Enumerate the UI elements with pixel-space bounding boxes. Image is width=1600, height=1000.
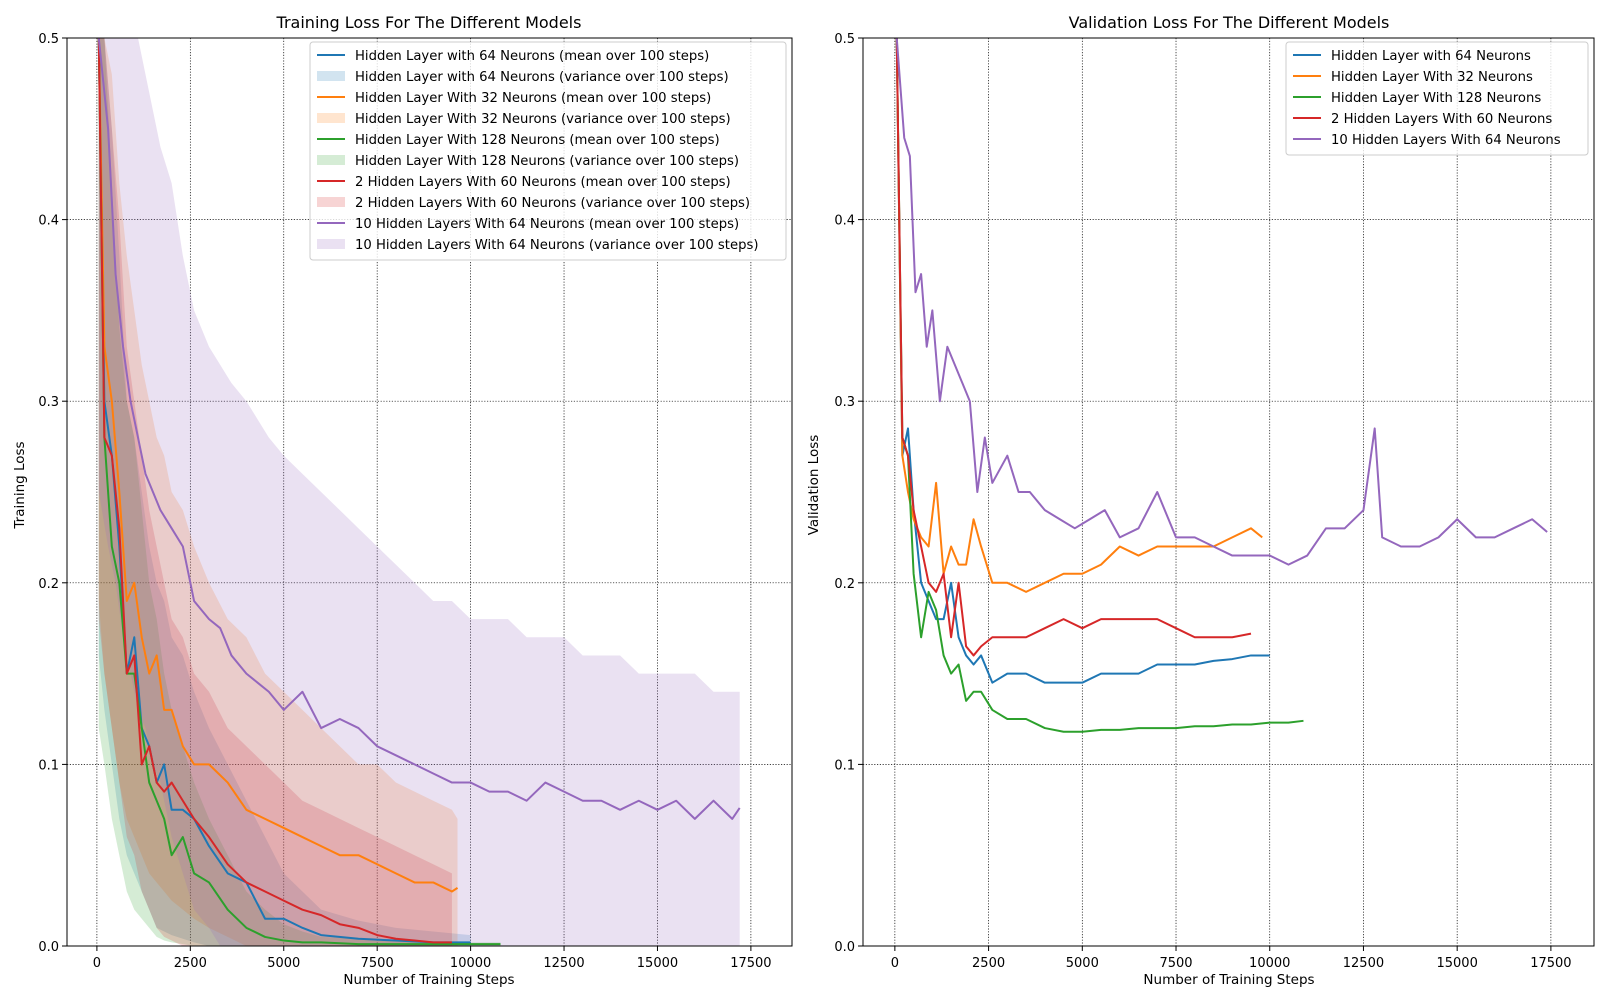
legend-label: Hidden Layer With 32 Neurons (variance o… bbox=[355, 112, 731, 127]
y-tick-label: 0.3 bbox=[834, 395, 855, 410]
legend-label: 2 Hidden Layers With 60 Neurons bbox=[1331, 112, 1552, 127]
mean-lines bbox=[895, 38, 1548, 733]
y-axis-label: Training Loss bbox=[12, 441, 28, 529]
x-tick-label: 0 bbox=[93, 956, 101, 971]
legend-band-swatch bbox=[317, 239, 345, 249]
y-tick-label: 0.1 bbox=[38, 758, 59, 773]
x-tick-label: 17500 bbox=[730, 956, 771, 971]
y-ticks: 0.0 0.1 0.2 0.3 0.4 0.5 bbox=[38, 32, 67, 955]
series-line bbox=[895, 38, 1304, 733]
legend: Hidden Layer with 64 Neurons (mean over … bbox=[309, 41, 787, 261]
y-tick-label: 0.2 bbox=[834, 577, 855, 592]
mean-lines bbox=[97, 38, 741, 946]
y-tick-label: 0.0 bbox=[834, 940, 855, 955]
variance-bands bbox=[98, 38, 740, 946]
series-line bbox=[97, 38, 452, 944]
variance-band bbox=[98, 38, 458, 946]
legend-band-swatch bbox=[317, 155, 345, 165]
y-ticks: 0.0 0.1 0.2 0.3 0.4 0.5 bbox=[834, 32, 863, 955]
x-tick-label: 12500 bbox=[543, 956, 584, 971]
x-ticks: 0 2500 5000 7500 10000 12500 15000 17500 bbox=[891, 946, 1572, 971]
x-axis-label: Number of Training Steps bbox=[343, 972, 514, 988]
y-tick-label: 0.2 bbox=[38, 577, 59, 592]
x-tick-label: 5000 bbox=[1066, 956, 1099, 971]
legend-label: 2 Hidden Layers With 60 Neurons (varianc… bbox=[355, 196, 750, 211]
x-tick-label: 0 bbox=[891, 956, 899, 971]
legend-label: 10 Hidden Layers With 64 Neurons bbox=[1331, 133, 1561, 148]
x-tick-label: 15000 bbox=[1436, 956, 1477, 971]
legend: Hidden Layer with 64 Neurons Hidden Layer… bbox=[1285, 41, 1589, 156]
legend-band-swatch bbox=[317, 113, 345, 123]
series-line bbox=[97, 38, 459, 893]
legend-label: Hidden Layer with 64 Neurons (mean over … bbox=[355, 49, 709, 64]
y-tick-label: 0.5 bbox=[38, 32, 59, 47]
legend-label: 10 Hidden Layers With 64 Neurons (varian… bbox=[355, 238, 758, 253]
series-line bbox=[895, 38, 1263, 593]
series-line bbox=[97, 38, 741, 820]
legend-box bbox=[1285, 41, 1589, 156]
x-tick-label: 7500 bbox=[361, 956, 394, 971]
variance-band bbox=[98, 38, 471, 946]
validation-loss-chart: Validation Loss For The Different Models… bbox=[806, 13, 1595, 988]
x-tick-label: 10000 bbox=[450, 956, 491, 971]
legend-label: Hidden Layer with 64 Neurons bbox=[1331, 49, 1531, 64]
legend-label: Hidden Layer with 64 Neurons (variance o… bbox=[355, 70, 729, 85]
series-line bbox=[895, 38, 1270, 684]
y-tick-label: 0.1 bbox=[834, 758, 855, 773]
x-ticks: 0 2500 5000 7500 10000 12500 15000 17500 bbox=[93, 946, 772, 971]
training-loss-chart: Training Loss For The Different Models N… bbox=[12, 13, 793, 988]
y-tick-label: 0.4 bbox=[38, 214, 59, 229]
legend-label: Hidden Layer With 128 Neurons bbox=[1331, 91, 1541, 106]
x-tick-label: 17500 bbox=[1530, 956, 1571, 971]
legend-band-swatch bbox=[317, 197, 345, 207]
chart-title: Training Loss For The Different Models bbox=[276, 13, 582, 32]
x-tick-label: 7500 bbox=[1159, 956, 1192, 971]
variance-band bbox=[98, 38, 452, 946]
x-tick-label: 10000 bbox=[1249, 956, 1290, 971]
chart-title: Validation Loss For The Different Models bbox=[1069, 13, 1390, 32]
series-line bbox=[895, 38, 1548, 566]
x-tick-label: 12500 bbox=[1343, 956, 1384, 971]
grid-lines bbox=[863, 37, 1594, 947]
legend-label: Hidden Layer With 128 Neurons (mean over… bbox=[355, 133, 720, 148]
legend-label: Hidden Layer With 32 Neurons (mean over … bbox=[355, 91, 711, 106]
plot-frame bbox=[66, 37, 793, 947]
legend-band-swatch bbox=[317, 71, 345, 81]
x-axis-label: Number of Training Steps bbox=[1143, 972, 1314, 988]
series-line bbox=[895, 38, 1252, 657]
x-tick-label: 5000 bbox=[267, 956, 300, 971]
variance-band bbox=[98, 38, 501, 946]
variance-band bbox=[98, 38, 740, 946]
legend-label: 10 Hidden Layers With 64 Neurons (mean o… bbox=[355, 217, 739, 232]
y-tick-label: 0.4 bbox=[834, 214, 855, 229]
x-tick-label: 2500 bbox=[174, 956, 207, 971]
legend-label: Hidden Layer With 128 Neurons (variance … bbox=[355, 154, 739, 169]
legend-label: 2 Hidden Layers With 60 Neurons (mean ov… bbox=[355, 175, 731, 190]
x-tick-label: 2500 bbox=[972, 956, 1005, 971]
plot-frame bbox=[862, 37, 1595, 947]
y-tick-label: 0.5 bbox=[834, 32, 855, 47]
legend-label: Hidden Layer With 32 Neurons bbox=[1331, 70, 1533, 85]
y-tick-label: 0.3 bbox=[38, 395, 59, 410]
x-tick-label: 15000 bbox=[637, 956, 678, 971]
y-axis-label: Validation Loss bbox=[806, 435, 822, 536]
legend-box bbox=[309, 41, 787, 261]
y-tick-label: 0.0 bbox=[38, 940, 59, 955]
